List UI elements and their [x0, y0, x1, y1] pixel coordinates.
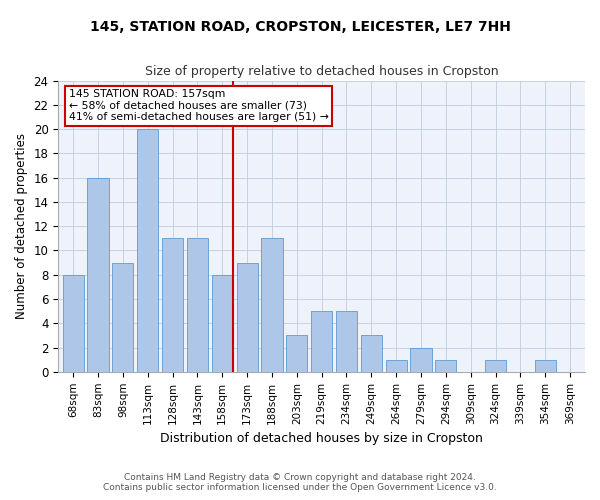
Bar [485, 360, 506, 372]
Bar [336, 311, 357, 372]
Text: 145, STATION ROAD, CROPSTON, LEICESTER, LE7 7HH: 145, STATION ROAD, CROPSTON, LEICESTER, … [89, 20, 511, 34]
Bar [262, 238, 283, 372]
Bar [436, 360, 457, 372]
Text: 145 STATION ROAD: 157sqm
← 58% of detached houses are smaller (73)
41% of semi-d: 145 STATION ROAD: 157sqm ← 58% of detach… [69, 90, 329, 122]
Title: Size of property relative to detached houses in Cropston: Size of property relative to detached ho… [145, 65, 499, 78]
Bar [112, 262, 133, 372]
Bar [62, 274, 84, 372]
Bar [386, 360, 407, 372]
Y-axis label: Number of detached properties: Number of detached properties [15, 133, 28, 319]
Bar [410, 348, 431, 372]
Bar [88, 178, 109, 372]
Bar [535, 360, 556, 372]
Bar [361, 336, 382, 372]
Bar [187, 238, 208, 372]
Bar [212, 274, 233, 372]
Bar [236, 262, 257, 372]
X-axis label: Distribution of detached houses by size in Cropston: Distribution of detached houses by size … [160, 432, 483, 445]
Bar [286, 336, 307, 372]
Bar [162, 238, 183, 372]
Text: Contains HM Land Registry data © Crown copyright and database right 2024.
Contai: Contains HM Land Registry data © Crown c… [103, 473, 497, 492]
Bar [311, 311, 332, 372]
Bar [137, 129, 158, 372]
